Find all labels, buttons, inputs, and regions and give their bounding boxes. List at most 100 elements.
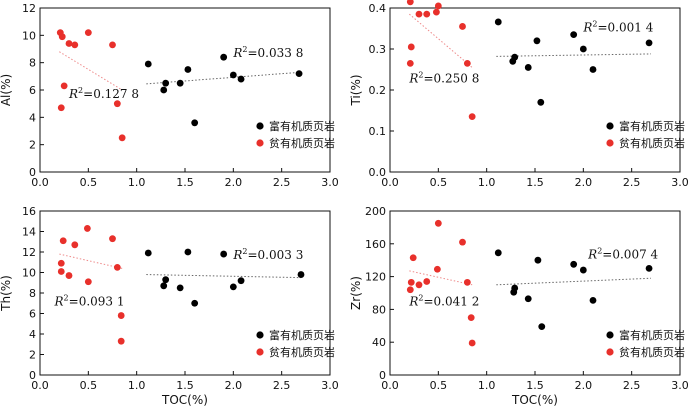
x-tick-label: 3.0	[321, 176, 339, 189]
y-tick-label: 120	[365, 271, 386, 284]
poor-shale-point	[415, 10, 423, 18]
rich-shale-point	[237, 75, 245, 83]
rich-shale-point	[176, 284, 184, 292]
x-tick-label: 1.0	[128, 379, 146, 392]
poor-shale-point	[109, 41, 116, 49]
legend-label: 富有机质页岩	[619, 328, 685, 342]
y-tick-label: 0	[379, 369, 386, 382]
rich-shale-point	[494, 249, 502, 257]
poor-shale-point	[468, 339, 476, 347]
poor-shale-point	[468, 113, 476, 121]
rich-shale-point	[511, 284, 519, 292]
rich-shale-point	[162, 276, 170, 284]
poor-shale-point	[423, 278, 431, 285]
poor-shale-point	[60, 82, 68, 90]
rich-shale-point	[524, 64, 532, 71]
y-tick-label: 0	[29, 166, 36, 179]
rich-shale-point	[537, 98, 545, 106]
rich-r2-annotation: R2=0.033 8	[232, 45, 303, 60]
legend-label: 贫有机质页岩	[269, 136, 335, 150]
poor-shale-point	[65, 40, 73, 47]
r2-value: 0.041 2	[434, 294, 480, 308]
poor-shale-point	[109, 235, 116, 243]
y-tick-label: 0.1	[369, 125, 387, 138]
x-tick-label: 3.0	[321, 379, 339, 392]
poor-r2-annotation: R2=0.041 2	[408, 293, 479, 308]
poor-shale-point	[117, 312, 125, 319]
y-tick-label: 2	[29, 349, 36, 362]
x-tick-label: 1.0	[478, 176, 496, 189]
r2-value: 0.127 8	[93, 87, 139, 101]
poor-shale-point	[463, 278, 471, 286]
poor-shale-point	[406, 0, 414, 6]
poor-shale-point	[433, 8, 440, 16]
poor-shale-point	[415, 281, 423, 289]
legend-marker	[606, 331, 614, 339]
y-axis-label: Al(%)	[0, 74, 13, 106]
y-tick-label: 200	[365, 205, 386, 218]
rich-shale-point	[579, 45, 587, 53]
poor-shale-point	[71, 41, 79, 49]
legend-marker	[606, 348, 614, 356]
rich-shale-point	[184, 66, 192, 73]
r2-value: 0.007 4	[612, 248, 658, 262]
y-tick-label: 6	[29, 308, 36, 321]
poor-shale-point	[71, 241, 79, 249]
legend-label: 富有机质页岩	[269, 119, 335, 133]
x-tick-label: 2.5	[273, 379, 291, 392]
poor-trend-line	[409, 13, 473, 68]
x-tick-label: 0.5	[80, 176, 98, 189]
rich-shale-point	[297, 271, 305, 278]
poor-shale-point	[59, 237, 67, 245]
y-tick-label: 80	[372, 303, 386, 316]
x-tick-label: 0.0	[31, 379, 49, 392]
legend-label: 富有机质页岩	[619, 119, 685, 133]
r2-value: 0.003 3	[258, 248, 304, 262]
x-tick-label: 1.5	[526, 176, 544, 189]
ti-toc-scatter: 0.0 0.5 1.0 1.5 2.0 2.5 3.0 0.0 0.1 0.2 0.3 0.4 Ti(%…	[349, 0, 689, 189]
poor-shale-point	[434, 2, 442, 10]
y-tick-label: 12	[22, 2, 36, 15]
y-tick-label: 12	[22, 246, 36, 259]
poor-shale-point	[58, 33, 66, 41]
th-toc-scatter: 0.0 0.5 1.0 1.5 2.0 2.5 3.0 0 2 4 6 8 10 12 14 16 Th(%) T…	[0, 205, 339, 406]
poor-shale-point	[409, 254, 417, 262]
rich-shale-point	[589, 66, 597, 73]
x-tick-label: 1.5	[176, 176, 194, 189]
rich-shale-point	[160, 282, 168, 290]
rich-shale-point	[220, 53, 228, 61]
y-axis-label: Ti(%)	[349, 74, 363, 106]
y-tick-label: 14	[22, 226, 36, 239]
poor-trend-line	[59, 51, 123, 91]
zr-toc-scatter: 0.0 0.5 1.0 1.5 2.0 2.5 3.0 0 40 80 120 160 200 Zr(%)…	[349, 205, 689, 406]
y-tick-label: 8	[29, 57, 36, 70]
rich-shale-point	[176, 79, 184, 87]
legend-marker	[256, 348, 264, 356]
rich-shale-point	[162, 79, 170, 87]
y-tick-label: 6	[29, 84, 36, 97]
x-tick-label: 2.5	[623, 379, 641, 392]
rich-trend-line	[496, 53, 652, 57]
y-tick-label: 10	[22, 267, 36, 280]
rich-shale-point	[184, 248, 192, 256]
rich-trend-line	[146, 71, 302, 85]
poor-shale-point	[467, 314, 475, 321]
poor-shale-point	[83, 225, 91, 232]
r2-value: 0.250 8	[434, 72, 480, 86]
poor-r2-annotation: R2=0.127 8	[68, 86, 139, 101]
y-axis-label: Th(%)	[0, 275, 13, 312]
rich-shale-point	[191, 299, 199, 307]
rich-shale-point	[579, 266, 587, 274]
rich-shale-point	[494, 18, 502, 26]
y-tick-label: 2	[29, 139, 36, 152]
y-tick-label: 0.2	[369, 84, 387, 97]
x-tick-label: 2.0	[225, 379, 243, 392]
legend-marker	[256, 331, 264, 339]
r2-value: 0.093 1	[79, 294, 125, 308]
y-tick-label: 8	[29, 287, 36, 300]
rich-shale-point	[229, 283, 237, 291]
rich-shale-point	[511, 53, 519, 61]
x-tick-label: 0.0	[381, 176, 399, 189]
poor-shale-point	[57, 104, 65, 112]
